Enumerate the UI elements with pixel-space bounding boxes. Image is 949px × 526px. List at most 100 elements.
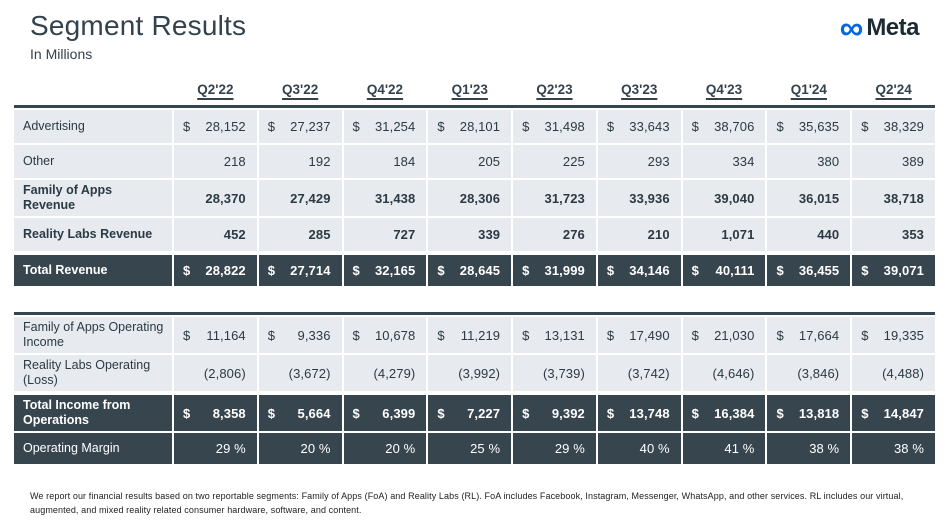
value-cell: 334 (682, 145, 766, 178)
value-cell: 210 (597, 218, 681, 251)
cell-value: 293 (647, 154, 670, 169)
value-cell: 20 % (258, 433, 342, 464)
value-cell: 380 (767, 145, 851, 178)
row-label: Reality Labs Operating (Loss) (14, 355, 172, 391)
cell-value: 13,131 (544, 327, 585, 343)
value-cell: $13,131 (513, 317, 596, 353)
dollar-sign: $ (183, 327, 191, 343)
cell-value: 27,714 (290, 263, 331, 278)
cell-value: 38,718 (883, 190, 924, 206)
cell-value: 19,335 (883, 327, 924, 343)
value-cell: $13,818 (767, 395, 851, 431)
value-cell: $28,101 (428, 110, 512, 143)
cell-value: (2,806) (203, 365, 246, 381)
cell-value: 452 (223, 227, 246, 242)
cell-value: 13,748 (629, 405, 670, 421)
cell-value: 276 (562, 227, 585, 242)
cell-value: 31,438 (374, 190, 416, 206)
cell-value: (3,742) (627, 365, 670, 381)
cell-value: 39,040 (714, 190, 755, 206)
value-cell: $31,999 (513, 255, 596, 286)
quarter-header: Q4'23 (705, 82, 743, 97)
cell-value: 33,936 (629, 190, 670, 206)
dollar-sign: $ (437, 263, 445, 278)
value-cell: 25 % (428, 433, 512, 464)
dollar-sign: $ (776, 327, 784, 343)
cell-value: 5,664 (297, 405, 331, 421)
table-row: Reality Labs Revenue 452 285 727 339 276 210 1,… (14, 218, 935, 251)
table-area: Q2'22 Q3'22 Q4'22 Q1'23 Q2'23 Q3'23 Q4'23 Q1'24… (14, 78, 935, 464)
value-cell: $28,645 (428, 255, 512, 286)
cell-value: 218 (223, 154, 246, 169)
value-cell: 31,438 (343, 180, 427, 216)
cell-value: (4,279) (373, 365, 416, 381)
cell-value: 380 (817, 154, 840, 169)
value-cell: $27,714 (258, 255, 342, 286)
value-cell: $35,635 (767, 110, 851, 143)
value-cell: $38,329 (852, 110, 935, 143)
value-cell: $19,335 (852, 317, 935, 353)
income-table: Family of Apps Operating Income $11,164 $9… (14, 312, 935, 464)
cell-value: 339 (478, 227, 501, 242)
value-cell: $6,399 (343, 395, 427, 431)
value-cell: 31,723 (513, 180, 596, 216)
cell-value: (4,646) (712, 365, 755, 381)
dollar-sign: $ (691, 119, 699, 134)
value-cell: $16,384 (682, 395, 766, 431)
cell-value: 205 (478, 154, 501, 169)
dollar-sign: $ (183, 119, 191, 134)
value-cell: (2,806) (174, 355, 257, 391)
value-cell: 389 (852, 145, 935, 178)
dollar-sign: $ (691, 263, 699, 278)
footnote: We report our financial results based on… (30, 491, 904, 516)
cell-value: 31,498 (544, 119, 585, 134)
value-cell: $39,071 (852, 255, 935, 286)
cell-value: 27,237 (290, 119, 331, 134)
cell-value: 36,455 (798, 263, 840, 278)
value-cell: 192 (258, 145, 342, 178)
dollar-sign: $ (861, 119, 869, 134)
cell-value: 14,847 (883, 405, 924, 421)
row-label: Family of Apps Revenue (14, 180, 172, 216)
value-cell: $17,664 (767, 317, 851, 353)
meta-infinity-icon: ∞ (839, 9, 864, 46)
dollar-sign: $ (352, 327, 360, 343)
table-row: Advertising $28,152 $27,237 $31,254 $28,101 $… (14, 110, 935, 143)
value-cell: 29 % (174, 433, 257, 464)
quarter-header: Q2'24 (875, 82, 912, 97)
row-label: Reality Labs Revenue (14, 218, 172, 251)
cell-value: 28,306 (459, 190, 501, 206)
dollar-sign: $ (352, 405, 360, 421)
table-row: Family of Apps Operating Income $11,164 $9… (14, 317, 935, 353)
meta-logo: ∞ Meta (839, 9, 920, 46)
cell-value: 38 % (893, 441, 924, 456)
title-block: Segment Results In Millions (30, 10, 246, 62)
row-label: Advertising (14, 110, 172, 143)
value-cell: 1,071 (682, 218, 766, 251)
value-cell: $13,748 (597, 395, 681, 431)
cell-value: 20 % (300, 441, 331, 456)
quarter-header-row: Q2'22 Q3'22 Q4'22 Q1'23 Q2'23 Q3'23 Q4'23 Q1'24… (14, 78, 935, 99)
cell-value: 38 % (809, 441, 840, 456)
dollar-sign: $ (606, 119, 615, 134)
cell-value: 727 (393, 227, 416, 242)
value-cell: (4,646) (682, 355, 766, 391)
cell-value: 20 % (385, 441, 416, 456)
value-cell: 36,015 (767, 180, 851, 216)
value-cell: 339 (428, 218, 512, 251)
table-row: Total Revenue $28,822 $27,714 $32,165 $28,64… (14, 255, 935, 286)
dollar-sign: $ (606, 263, 615, 278)
value-cell: 353 (852, 218, 935, 251)
cell-value: 40 % (639, 441, 670, 456)
cell-value: 28,370 (205, 190, 246, 206)
value-cell: 29 % (513, 433, 596, 464)
dollar-sign: $ (691, 405, 699, 421)
dollar-sign: $ (606, 405, 615, 421)
cell-value: 17,664 (798, 327, 840, 343)
dollar-sign: $ (861, 327, 869, 343)
cell-value: 9,392 (551, 405, 585, 421)
quarter-header: Q1'24 (790, 82, 827, 97)
value-cell: 20 % (343, 433, 427, 464)
value-cell: 727 (343, 218, 427, 251)
dollar-sign: $ (776, 405, 784, 421)
